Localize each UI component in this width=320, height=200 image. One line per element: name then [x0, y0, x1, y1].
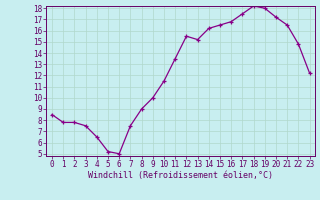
X-axis label: Windchill (Refroidissement éolien,°C): Windchill (Refroidissement éolien,°C) [88, 171, 273, 180]
